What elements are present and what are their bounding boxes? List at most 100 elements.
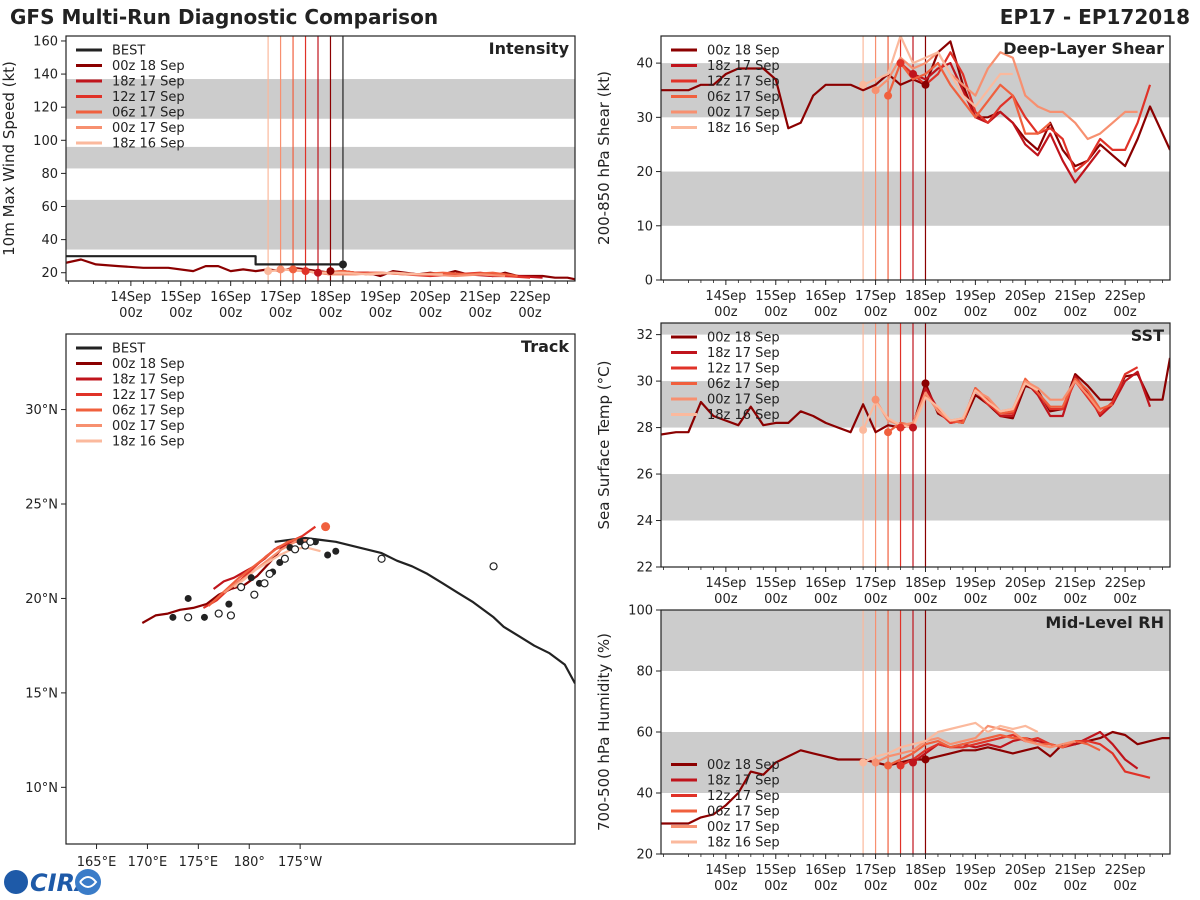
- shear-legend-label-5: 18z 16 Sep: [707, 121, 780, 136]
- sst-panel: 22242628303214Sep00z15Sep00z16Sep00z17Se…: [595, 322, 1171, 607]
- track-marker-open-8: [290, 545, 300, 554]
- shear-series-5: [862, 36, 1013, 108]
- track-ytick-label-1: 15°N: [25, 686, 58, 701]
- track-marker-filled-12: [332, 547, 340, 555]
- rh-xtick-hour-1: 00z: [764, 879, 788, 894]
- intensity-band-0: [66, 199, 575, 250]
- sst-init-dot-4: [871, 395, 880, 404]
- sst-xtick-hour-6: 00z: [1014, 592, 1038, 607]
- sst-plot-area: [661, 323, 1170, 567]
- intensity-legend-label-3: 12z 17 Sep: [112, 90, 185, 105]
- sst-xtick-hour-2: 00z: [814, 592, 838, 607]
- intensity-xtick-date-1: 15Sep: [160, 290, 201, 305]
- sst-xtick-hour-7: 00z: [1063, 592, 1087, 607]
- track-xtick-label-1: 170°E: [128, 855, 168, 870]
- track-plot-area: [141, 522, 575, 684]
- sst-init-dot-1: [909, 423, 918, 432]
- rh-xtick-date-3: 17Sep: [855, 863, 896, 878]
- rh-legend-label-4: 00z 17 Sep: [707, 820, 780, 835]
- track-ytick-label-2: 20°N: [25, 592, 58, 607]
- rh-panel: 2040608010014Sep00z15Sep00z16Sep00z17Sep…: [595, 604, 1171, 894]
- shear-xtick-date-8: 22Sep: [1105, 289, 1146, 304]
- sst-legend-label-4: 00z 17 Sep: [707, 393, 780, 408]
- logo-globe-icon: [4, 870, 28, 894]
- shear-xtick-hour-7: 00z: [1063, 305, 1087, 320]
- track-legend-label-5: 00z 17 Sep: [112, 419, 185, 434]
- intensity-xtick-hour-2: 00z: [219, 306, 243, 321]
- logo-swirl-icon: [75, 869, 101, 895]
- sst-xtick-hour-1: 00z: [764, 592, 788, 607]
- rh-init-dot-1: [909, 758, 918, 767]
- track-legend-label-3: 12z 17 Sep: [112, 388, 185, 403]
- shear-xtick-hour-5: 00z: [964, 305, 988, 320]
- sst-xtick-date-4: 18Sep: [905, 576, 946, 591]
- intensity-plot-area: [66, 36, 575, 281]
- track-marker-filled-11: [324, 551, 332, 559]
- shear-ytick-label-1: 10: [636, 219, 653, 234]
- figure-title: GFS Multi-Run Diagnostic Comparison: [10, 5, 438, 29]
- sst-xtick-hour-4: 00z: [914, 592, 938, 607]
- sst-xtick-date-0: 14Sep: [705, 576, 746, 591]
- rh-xtick-hour-8: 00z: [1113, 879, 1137, 894]
- sst-xtick-hour-3: 00z: [864, 592, 888, 607]
- intensity-xtick-hour-8: 00z: [518, 306, 542, 321]
- sst-xtick-date-3: 17Sep: [855, 576, 896, 591]
- sst-ytick-label-0: 22: [636, 561, 653, 576]
- rh-init-dot-4: [871, 758, 880, 767]
- shear-init-dot-0: [921, 80, 930, 89]
- intensity-ytick-label-3: 80: [41, 167, 58, 182]
- shear-series-4: [874, 51, 1138, 141]
- track-marker-open-7: [280, 554, 289, 563]
- rh-plot-area: [661, 610, 1170, 854]
- rh-xtick-date-5: 19Sep: [955, 863, 996, 878]
- sst-ytick-label-5: 32: [636, 328, 653, 343]
- sst-xtick-date-7: 21Sep: [1055, 576, 1096, 591]
- shear-legend-label-4: 00z 17 Sep: [707, 106, 780, 121]
- rh-ytick-label-1: 40: [636, 787, 653, 802]
- track-frame: [65, 333, 576, 845]
- sst-init-dot-2: [896, 423, 905, 432]
- shear-ytick-label-0: 0: [645, 274, 653, 289]
- track-ytick-label-4: 30°N: [25, 403, 58, 418]
- sst-legend-label-1: 18z 17 Sep: [707, 346, 780, 361]
- sst-ytick-label-2: 26: [636, 468, 653, 483]
- intensity-frame: [65, 35, 576, 282]
- track-legend-label-0: BEST: [112, 342, 145, 357]
- storm-id: EP17 - EP172018: [1000, 5, 1190, 29]
- track-marker-open-4: [250, 590, 259, 599]
- track-legend-label-4: 06z 17 Sep: [112, 404, 185, 419]
- sst-ylabel: Sea Surface Temp (°C): [595, 360, 613, 529]
- sst-series-5: [862, 382, 1039, 431]
- intensity-ytick-label-5: 120: [33, 101, 58, 116]
- rh-ytick-label-0: 20: [636, 848, 653, 863]
- track-marker-open-10: [306, 537, 315, 546]
- track-series-4: [207, 536, 301, 607]
- sst-frame: [660, 322, 1171, 568]
- track-plot-bg: [66, 334, 575, 844]
- rh-legend-label-1: 18z 17 Sep: [707, 774, 780, 789]
- intensity-init-dot-2: [314, 268, 323, 277]
- sst-xtick-date-2: 16Sep: [805, 576, 846, 591]
- track-marker-open-1: [214, 609, 223, 618]
- rh-series-4: [875, 724, 1076, 764]
- shear-init-dot-1: [909, 69, 918, 78]
- track-marker-filled-4: [247, 574, 255, 582]
- sst-plot-bg: [661, 323, 1170, 567]
- track-xtick-label-3: 180°: [234, 855, 265, 870]
- intensity-xtick-hour-7: 00z: [468, 306, 492, 321]
- sst-init-dot-5: [859, 425, 868, 434]
- shear-xtick-date-4: 18Sep: [905, 289, 946, 304]
- intensity-xtick-hour-4: 00z: [319, 306, 343, 321]
- intensity-legend-label-5: 00z 17 Sep: [112, 121, 185, 136]
- rh-legend-label-5: 18z 16 Sep: [707, 836, 780, 851]
- track-xtick-label-2: 175°E: [179, 855, 219, 870]
- intensity-ytick-label-0: 20: [41, 266, 58, 281]
- intensity-xtick-date-8: 22Sep: [510, 290, 551, 305]
- track-marker-open-2: [226, 611, 236, 620]
- intensity-legend-label-4: 06z 17 Sep: [112, 106, 185, 121]
- track-marker-filled-1: [184, 594, 192, 602]
- track-legend-label-2: 18z 17 Sep: [112, 373, 185, 388]
- rh-series-3: [887, 733, 1101, 767]
- sst-series-4: [874, 380, 1101, 427]
- intensity-xtick-hour-0: 00z: [119, 306, 143, 321]
